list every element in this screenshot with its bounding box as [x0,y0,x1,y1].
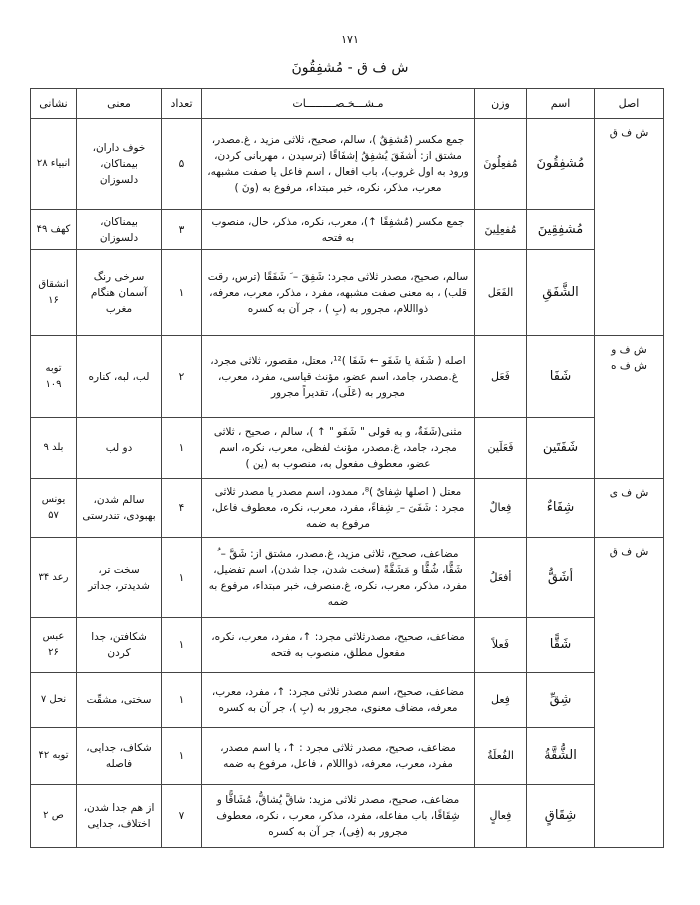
ism-cell: أشَقُّ [526,537,595,618]
ism-cell: شَفَتَین [526,417,595,479]
wazn-cell: الفَعَل [474,249,527,336]
page-number: ۱۷۱ [341,33,359,46]
spec-cell: معتل ( اصلها شِفایٌ )⁸، ممدود، اسم مصدر … [201,478,475,538]
header-spec: مـشـــخـصـــــــــات [201,88,475,119]
meaning-cell: لب، لبه، کناره [76,335,162,418]
count-cell: ۳ [161,209,202,250]
table-row: شَفَتَین فَعَلَین مثنی(شَفَةٌ، و به قولی "… [30,417,664,479]
table-header-row: اصل اسم وزن مـشـــخـصـــــــــات تعداد م… [30,88,664,119]
count-cell: ۱ [161,727,202,785]
ref-cell: نحل ۷ [30,672,77,728]
count-cell: ۷ [161,784,202,848]
spec-cell: مضاعف، صحیح، ثلاثی مزید، غ.مصدر، مشتق از… [201,537,475,618]
wazn-cell: أفعَلُ [474,537,527,618]
root-cell: ش ف ق [594,118,664,336]
count-cell: ۱ [161,672,202,728]
page-title: ش ف ق - مُشفِقُونَ [291,60,409,76]
count-cell: ۱ [161,249,202,336]
count-cell: ۴ [161,478,202,538]
ism-cell: شَفَا [526,335,595,418]
header-asl: اصل [594,88,664,119]
root-cell: ش ف ق [594,537,664,848]
wazn-cell: فِعالٌ [474,478,527,538]
spec-cell: مضاعف، صحیح، مصدر ثلاثی مزید: شاقَّ یُشا… [201,784,475,848]
wazn-cell: فَعَلَین [474,417,527,479]
table-row: ش ف ی شِفَاءٌ فِعالٌ معتل ( اصلها شِفایٌ )⁸… [30,478,664,538]
spec-cell: مضاعف، صحیح، اسم مصدر ثلاثی مجرد: ↑، مفر… [201,672,475,728]
meaning-cell: شکافتن، جدا کردن [76,617,162,673]
meaning-cell: سخت تر، شدیدتر، جداتر [76,537,162,618]
table-row: مُشفِقِینَ مُفعِلِینَ جمع مکسر (مُشفِقًا ↑… [30,209,664,250]
ism-cell: شَقًّا [526,617,595,673]
meaning-cell: دو لب [76,417,162,479]
table-row: الشَّفَقِ الفَعَل سالم، صحیح، مصدر ثلاثی م… [30,249,664,336]
spec-cell: مضاعف، صحیح، مصدر ثلاثی مجرد : ↑، یا اسم… [201,727,475,785]
header-ism: اسم [526,88,595,119]
count-cell: ۱ [161,537,202,618]
ref-cell: کهف ۴۹ [30,209,77,250]
wazn-cell: فِعالٍ [474,784,527,848]
ism-cell: شِفَاءٌ [526,478,595,538]
spec-cell: مثنی(شَفَةٌ، و به قولی " شَفَو " ↑ )، سا… [201,417,475,479]
meaning-cell: از هم جدا شدن، اختلاف، جدایی [76,784,162,848]
wazn-cell: مُفعِلُونَ [474,118,527,210]
spec-cell: جمع مکسر (مُشفِقًا ↑)، معرب، نکره، مذکر،… [201,209,475,250]
ref-cell: انشقاق ۱۶ [30,249,77,336]
ref-cell: یونس ۵۷ [30,478,77,538]
ref-cell: ص ۲ [30,784,77,848]
spec-cell: اصله ( شَفَة یا شَفَو ← شَفَا )¹²، معتل،… [201,335,475,418]
table-row: الشُّقَّةُ الفُعلَةُ مضاعف، صحیح، مصدر ثلا… [30,727,664,785]
ism-cell: مُشفِقِینَ [526,209,595,250]
meaning-cell: شکاف، جدایی، فاصله [76,727,162,785]
wazn-cell: فِعل [474,672,527,728]
ism-cell: الشَّفَقِ [526,249,595,336]
wazn-cell: مُفعِلِینَ [474,209,527,250]
table-row: ش ف و ش ف ه شَفَا فَعَل اصله ( شَفَة یا شَف… [30,335,664,479]
meaning-cell: سالم شدن، بهبودی، تندرستی [76,478,162,538]
wazn-cell: فَعلاً [474,617,527,673]
count-cell: ۲ [161,335,202,418]
spec-cell: جمع مکسر (مُشفِقٌ )، سالم، صحیح، ثلاثی م… [201,118,475,210]
table-row: شَقًّا فَعلاً مضاعف، صحیح، مصدرثلاثی مجرد:… [30,617,664,673]
wazn-cell: الفُعلَةُ [474,727,527,785]
table-row: ش ف ق مُشفِقُونَ مُفعِلُونَ جمع مکسر (مُشفِ… [30,118,664,336]
wazn-cell: فَعَل [474,335,527,418]
ref-cell: رعد ۳۴ [30,537,77,618]
ism-cell: شِقِّ [526,672,595,728]
table-row: شِقَاقٍ فِعالٍ مضاعف، صحیح، مصدر ثلاثی مزی… [30,784,664,848]
header-count: تعداد [161,88,202,119]
ism-cell: شِقَاقٍ [526,784,595,848]
spec-cell: مضاعف، صحیح، مصدرثلاثی مجرد: ↑، مفرد، مع… [201,617,475,673]
ref-cell: انبیاء ۲۸ [30,118,77,210]
ref-cell: عبس ۲۶ [30,617,77,673]
ref-cell: توبه ۱۰۹ [30,335,77,418]
meaning-cell: سختی، مشقّت [76,672,162,728]
root-cell: ش ف و ش ف ه [594,335,664,479]
table-row: شِقِّ فِعل مضاعف، صحیح، اسم مصدر ثلاثی مجر… [30,672,664,728]
count-cell: ۱ [161,417,202,479]
header-meaning: معنی [76,88,162,119]
root-cell: ش ف ی [594,478,664,538]
spec-cell: سالم، صحیح، مصدر ثلاثی مجرد: شَفِقَ – َ … [201,249,475,336]
word-table: اصل اسم وزن مـشـــخـصـــــــــات تعداد م… [30,88,664,848]
meaning-cell: سرخی رنگ آسمان هنگام مغرب [76,249,162,336]
count-cell: ۱ [161,617,202,673]
header-wazn: وزن [474,88,527,119]
meaning-cell: خوف داران، بیمناکان، دلسوزان [76,118,162,210]
ism-cell: مُشفِقُونَ [526,118,595,210]
ref-cell: توبه ۴۲ [30,727,77,785]
table-row: ش ف ق أشَقُّ أفعَلُ مضاعف، صحیح، ثلاثی مزید… [30,537,664,848]
meaning-cell: بیمناکان، دلسوزان [76,209,162,250]
count-cell: ۵ [161,118,202,210]
header-ref: نشانی [30,88,77,119]
ism-cell: الشُّقَّةُ [526,727,595,785]
ref-cell: بلد ۹ [30,417,77,479]
